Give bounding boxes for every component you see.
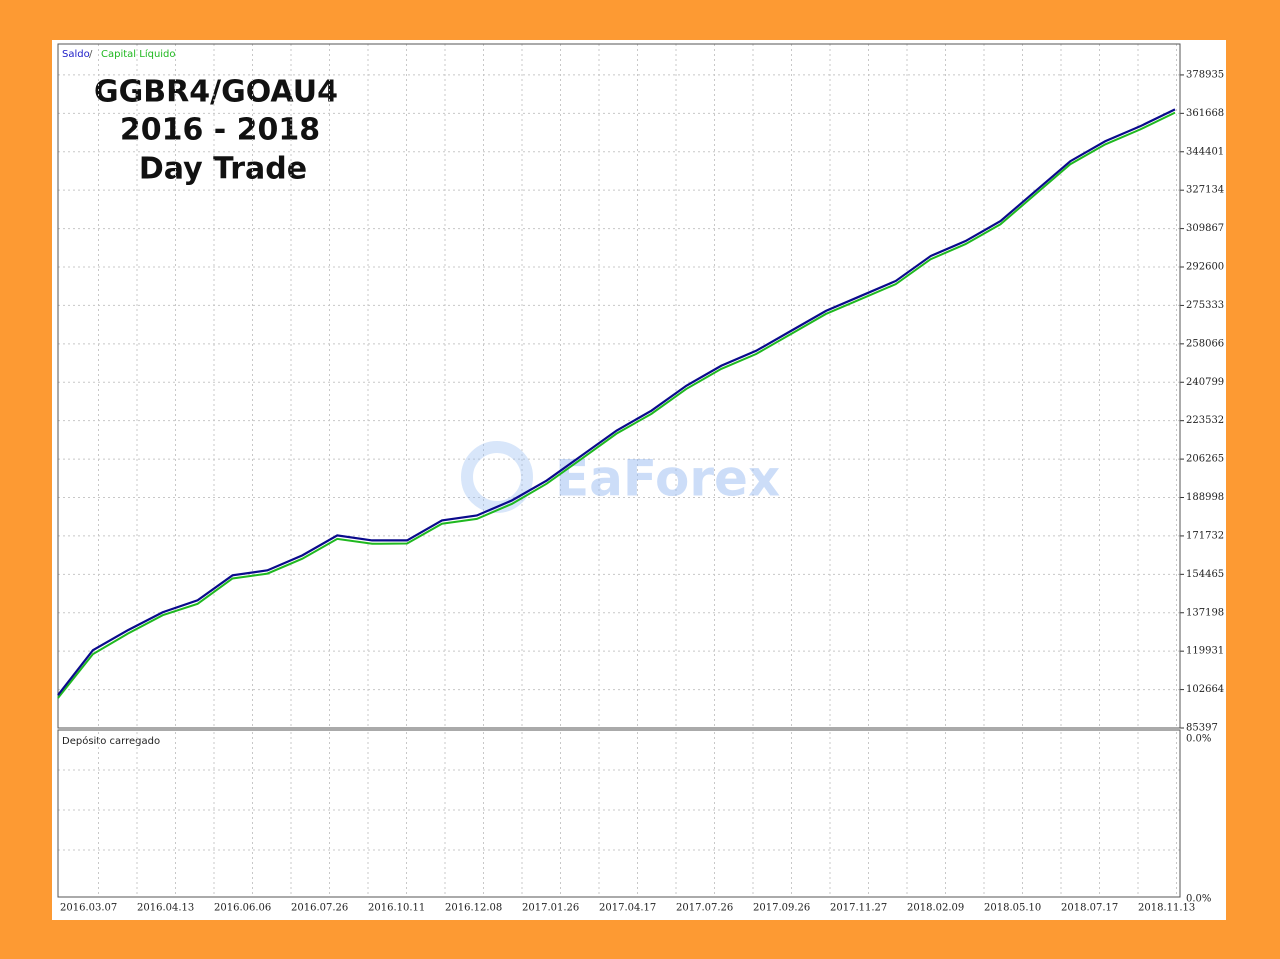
y-tick-label: 344401: [1186, 146, 1224, 157]
y-tick-label: 309867: [1186, 223, 1224, 234]
y-tick-label: 240799: [1186, 377, 1224, 388]
y-tick-label: 275333: [1186, 300, 1224, 311]
y-tick-label: 119931: [1186, 646, 1224, 657]
y-tick-label: 171732: [1186, 530, 1224, 541]
subpanel-title: Depósito carregado: [62, 735, 160, 747]
y-tick-label: 361668: [1186, 108, 1224, 119]
x-tick-label: 2018.11.13: [1138, 903, 1195, 914]
y-tick-label: 258066: [1186, 338, 1224, 349]
x-tick-label: 2016.03.07: [60, 903, 117, 914]
y-tick-label: 102664: [1186, 684, 1224, 695]
subpanel-bottom-label: 0.0%: [1186, 894, 1211, 905]
x-tick-label: 2018.07.17: [1061, 903, 1118, 914]
x-tick-label: 2016.12.08: [445, 903, 502, 914]
legend-equity: Capital Líquido: [101, 48, 176, 60]
y-tick-label: 206265: [1186, 454, 1224, 465]
title: Day Trade: [139, 152, 307, 187]
series-line: [57, 108, 1176, 696]
series-line: [57, 111, 1176, 699]
y-tick-label: 85397: [1186, 723, 1218, 734]
x-tick-label: 2017.07.26: [676, 903, 733, 914]
x-tick-label: 2017.01.26: [522, 903, 579, 914]
panel: [52, 40, 1226, 920]
legend-sep: /: [89, 49, 93, 60]
title: 2016 - 2018: [120, 113, 320, 148]
legend-saldo: Saldo: [62, 49, 90, 60]
x-tick-label: 2018.02.09: [907, 903, 964, 914]
x-tick-label: 2018.05.10: [984, 903, 1041, 914]
x-tick-label: 2016.06.06: [214, 903, 271, 914]
plot-frame: [57, 43, 1181, 729]
y-tick-label: 188998: [1186, 492, 1224, 503]
x-tick-label: 2016.10.11: [368, 903, 425, 914]
y-tick-label: 137198: [1186, 607, 1224, 618]
y-tick-label: 154465: [1186, 569, 1224, 580]
x-tick-label: 2017.04.17: [599, 903, 656, 914]
title: GGBR4/GOAU4: [94, 75, 338, 110]
x-tick-label: 2016.07.26: [291, 903, 348, 914]
y-tick-label: 223532: [1186, 415, 1224, 426]
subpanel-top-label: 0.0%: [1186, 734, 1211, 745]
x-tick-label: 2016.04.13: [137, 903, 194, 914]
subplot-frame: [57, 729, 1181, 898]
y-tick-label: 378935: [1186, 69, 1224, 80]
x-tick-label: 2017.09.26: [753, 903, 810, 914]
y-tick-label: 327134: [1186, 185, 1224, 196]
watermark: EaForex: [555, 450, 780, 508]
x-tick-label: 2017.11.27: [830, 903, 887, 914]
y-tick-label: 292600: [1186, 262, 1224, 273]
